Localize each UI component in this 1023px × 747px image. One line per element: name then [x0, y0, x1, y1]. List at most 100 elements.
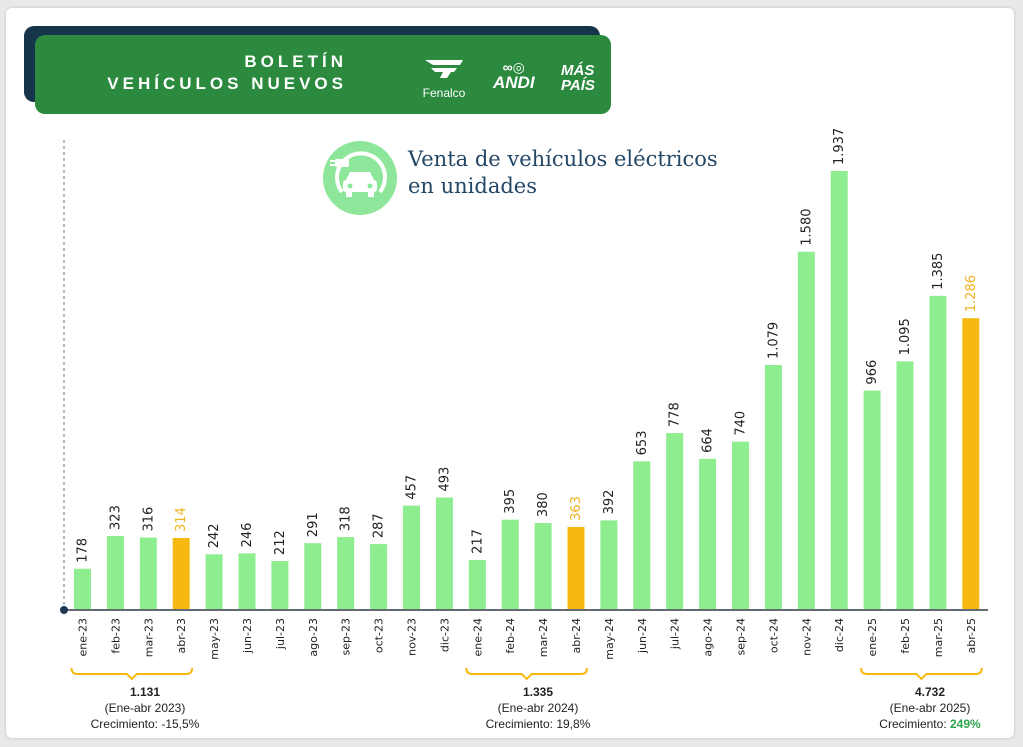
bar-nov-24 [797, 251, 815, 609]
bar-mar-24 [534, 523, 552, 609]
bar-value-label-jun-24: 653 [635, 431, 650, 456]
x-tick-sep-23: sep-23 [340, 618, 353, 655]
bar-jul-23 [271, 561, 289, 609]
header-banner: BOLETÍN VEHÍCULOS NUEVOS Fenalco ∞◎ ANDI… [35, 35, 611, 114]
x-tick-abr-23: abr-23 [175, 618, 188, 654]
fenalco-logo-text: Fenalco [422, 86, 466, 100]
bar-value-label-may-23: 242 [207, 523, 222, 548]
bracket-1 [465, 667, 588, 681]
x-tick-jun-23: jun-23 [241, 618, 254, 654]
summary-2023-total: 1.131 [129, 685, 161, 699]
x-tick-nov-23: nov-23 [406, 618, 419, 656]
summary-2025: 4.732 (Ene-abr 2025) Crecimiento: 249% [830, 684, 1023, 732]
x-tick-jul-24: jul-24 [669, 618, 682, 650]
bar-ene-24 [468, 559, 486, 609]
period-brackets [70, 667, 983, 681]
bar-jul-24 [666, 433, 684, 609]
bar-jun-24 [633, 461, 651, 609]
x-tick-feb-23: feb-23 [109, 618, 122, 654]
bar-jun-23 [238, 553, 256, 609]
summary-2024-total: 1.335 [522, 685, 554, 699]
x-tick-mar-23: mar-23 [142, 618, 155, 657]
bar-value-label-dic-24: 1.937 [832, 128, 847, 165]
bar-value-label-mar-23: 316 [141, 507, 156, 532]
fenalco-mark-icon [425, 60, 463, 78]
bar-value-label-ene-25: 966 [865, 360, 880, 385]
bar-value-label-ene-23: 178 [76, 538, 91, 563]
x-tick-nov-24: nov-24 [800, 618, 813, 656]
summary-2025-period: (Ene-abr 2025) [889, 701, 971, 715]
mas-logo-text: MÁS [561, 62, 595, 79]
bar-dic-23 [435, 497, 453, 609]
electric-car-plug-icon [323, 141, 397, 215]
x-tick-feb-25: feb-25 [899, 618, 912, 654]
x-tick-abr-25: abr-25 [965, 618, 978, 654]
bar-value-label-feb-25: 1.095 [898, 318, 913, 355]
bar-feb-23 [106, 535, 124, 609]
summary-2023: 1.131 (Ene-abr 2023) Crecimiento: -15,5% [45, 684, 245, 732]
chart-subtitle-line1: Venta de vehículos eléctricos [408, 147, 718, 171]
x-tick-ago-23: ago-23 [307, 618, 320, 657]
x-tick-ago-24: ago-24 [702, 618, 715, 657]
x-tick-ene-23: ene-23 [77, 618, 90, 656]
mas-pais-logo: MÁS PAÍS [561, 63, 595, 93]
chart-subtitle: Venta de vehículos eléctricos en unidade… [408, 146, 718, 200]
x-tick-mar-25: mar-25 [932, 618, 945, 657]
summary-2023-growth-value: -15,5% [161, 717, 200, 731]
bulletin-title: BOLETÍN VEHÍCULOS NUEVOS [107, 51, 347, 95]
bar-sep-23 [337, 537, 355, 609]
bar-may-24 [600, 520, 618, 609]
bar-may-23 [205, 554, 223, 609]
andi-logo: ∞◎ ANDI [493, 59, 535, 93]
x-tick-may-24: may-24 [603, 618, 616, 660]
bar-feb-25 [896, 361, 914, 609]
x-tick-sep-24: sep-24 [735, 618, 748, 655]
summary-2023-growth-label: Crecimiento: [90, 717, 158, 731]
bar-feb-24 [501, 519, 519, 609]
x-tick-mar-24: mar-24 [537, 618, 550, 657]
bar-mar-23 [139, 537, 157, 609]
bracket-2 [860, 667, 983, 681]
bar-value-label-jun-23: 246 [240, 523, 255, 548]
x-tick-oct-24: oct-24 [767, 618, 780, 653]
bar-dic-24 [830, 171, 848, 609]
bar-abr-25 [962, 318, 980, 609]
bar-value-label-ene-24: 217 [470, 529, 485, 554]
summary-2025-growth-label: Crecimiento: [879, 717, 947, 731]
x-tick-may-23: may-23 [208, 618, 221, 660]
summary-2024-period: (Ene-abr 2024) [497, 701, 579, 715]
bar-nov-23 [403, 505, 420, 609]
x-tick-abr-24: abr-24 [570, 618, 583, 654]
bracket-0 [70, 667, 194, 681]
bar-value-label-feb-23: 323 [108, 505, 123, 530]
bar-value-label-nov-23: 457 [405, 475, 420, 500]
summary-2024-growth-value: 19,8% [556, 717, 591, 731]
bar-value-label-mar-25: 1.385 [931, 253, 946, 290]
summary-2024: 1.335 (Ene-abr 2024) Crecimiento: 19,8% [438, 684, 638, 732]
x-tick-jun-24: jun-24 [636, 618, 649, 654]
bulletin-title-line2: VEHÍCULOS NUEVOS [107, 74, 347, 93]
bar-value-label-mar-24: 380 [536, 492, 551, 517]
summary-2023-period: (Ene-abr 2023) [104, 701, 186, 715]
chart-subtitle-line2: en unidades [408, 174, 538, 198]
bar-value-label-dic-23: 493 [437, 467, 452, 492]
bar-value-label-feb-24: 395 [503, 489, 518, 514]
bar-value-label-ago-23: 291 [306, 512, 321, 537]
x-tick-jul-23: jul-23 [274, 618, 287, 650]
x-tick-dic-24: dic-24 [833, 618, 846, 652]
bulletin-title-line1: BOLETÍN [244, 52, 347, 71]
bar-value-label-abr-23: 314 [174, 507, 189, 532]
bar-abr-23 [172, 537, 190, 609]
bar-value-label-oct-23: 287 [372, 513, 387, 538]
bar-value-label-nov-24: 1.580 [799, 209, 814, 246]
bar-value-label-may-24: 392 [602, 490, 617, 515]
bar-value-label-jul-23: 212 [273, 530, 288, 555]
bar-abr-24 [567, 526, 585, 609]
x-tick-dic-23: dic-23 [438, 618, 451, 652]
andi-mark-icon: ∞◎ [502, 59, 525, 75]
x-tick-ene-24: ene-24 [471, 618, 484, 656]
bar-value-label-oct-24: 1.079 [766, 322, 781, 359]
axis-origin-dot [60, 606, 68, 614]
bar-value-label-abr-25: 1.286 [964, 275, 979, 312]
